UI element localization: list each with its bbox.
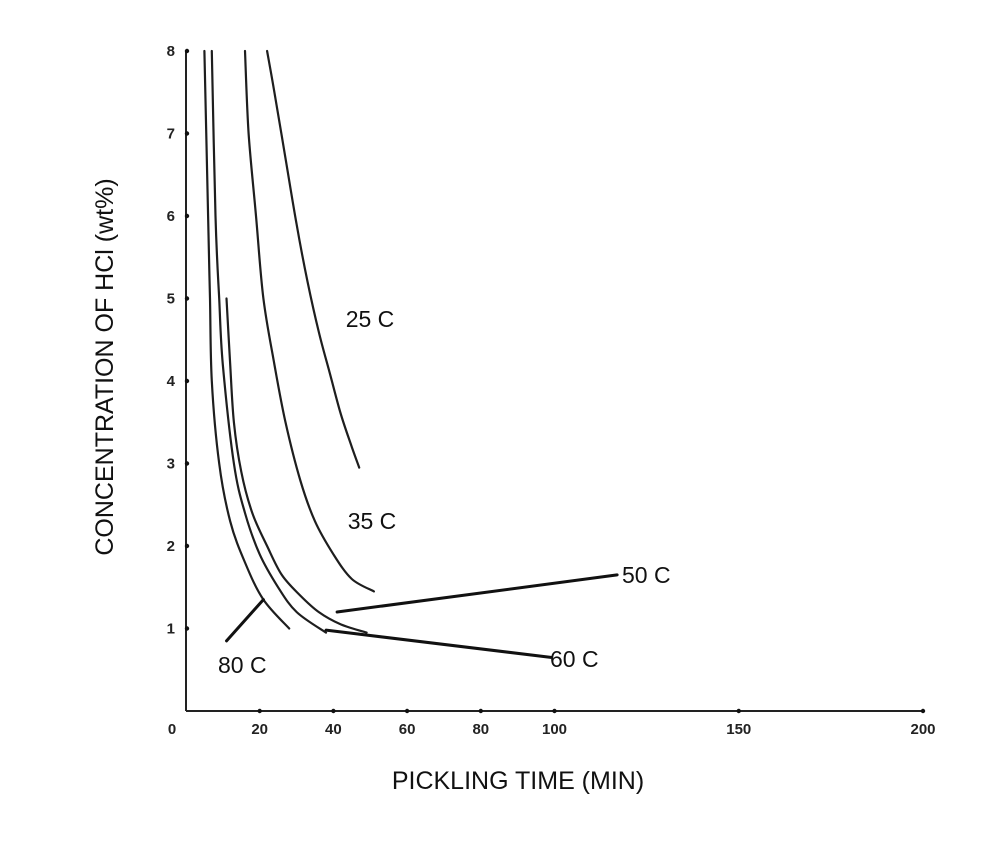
y-tick-label: 2 [167,538,175,555]
series-line-80c [203,49,291,630]
x-tick-mark [404,708,410,714]
x-tick-label: 100 [542,721,567,738]
series-line-35c [243,49,375,593]
x-tick-mark [920,708,926,714]
x-tick-mark [257,708,262,714]
x-axis-title: PICKLING TIME (MIN) [392,767,644,795]
series-line-25c [266,49,361,469]
series [203,49,375,634]
x-tick-label: 20 [251,721,268,738]
x-tick-label: 40 [325,721,342,738]
leader-line-50c [335,573,619,614]
x-tick-mark [736,708,741,714]
y-tick-mark [184,213,190,219]
x-tick-label: 80 [472,721,489,738]
y-tick-mark [184,626,190,631]
y-tick-mark [184,131,190,136]
series-label-25c: 25 C [346,306,395,332]
series-line-50c [225,297,368,634]
y-tick-mark [184,378,190,384]
leader-line-80c [225,598,265,643]
series-label-50c: 50 C [622,562,671,588]
x-tick-mark [552,708,557,714]
x-tick-label: 150 [726,721,751,738]
y-tick-label: 5 [167,291,175,308]
series-label-80c: 80 C [218,652,267,678]
leader-line-60c [324,628,553,659]
series-label-60c: 60 C [550,646,599,672]
series-label-35c: 35 C [348,508,397,534]
y-tick-mark [184,461,190,466]
annotations: 25 C 35 C 50 C 60 C 80 C [218,306,671,678]
y-tick-mark [184,543,190,549]
y-tick-label: 1 [167,621,175,638]
x-tick-label: 60 [399,721,416,738]
x-tick-label: 200 [910,721,935,738]
x-tick-mark [478,708,483,714]
y-axis-title: CONCENTRATION OF HCl (wt%) [91,178,119,555]
y-tick-label: 7 [167,126,175,143]
y-tick-mark [184,48,190,54]
x-tick-mark [331,708,336,714]
y-tick-label: 3 [167,456,175,473]
series-line-60c [210,49,328,634]
y-tick-label: 4 [167,373,176,390]
y-tick-label: 8 [167,43,175,60]
ticks: 0 20 40 60 80 100 150 200 1 2 3 4 5 6 7 8 [167,43,936,738]
x-tick-label: 0 [168,721,176,738]
y-tick-label: 6 [167,208,175,225]
y-tick-mark [184,296,190,301]
